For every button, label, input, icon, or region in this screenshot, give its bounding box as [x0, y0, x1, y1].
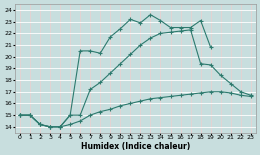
X-axis label: Humidex (Indice chaleur): Humidex (Indice chaleur) [81, 142, 190, 151]
